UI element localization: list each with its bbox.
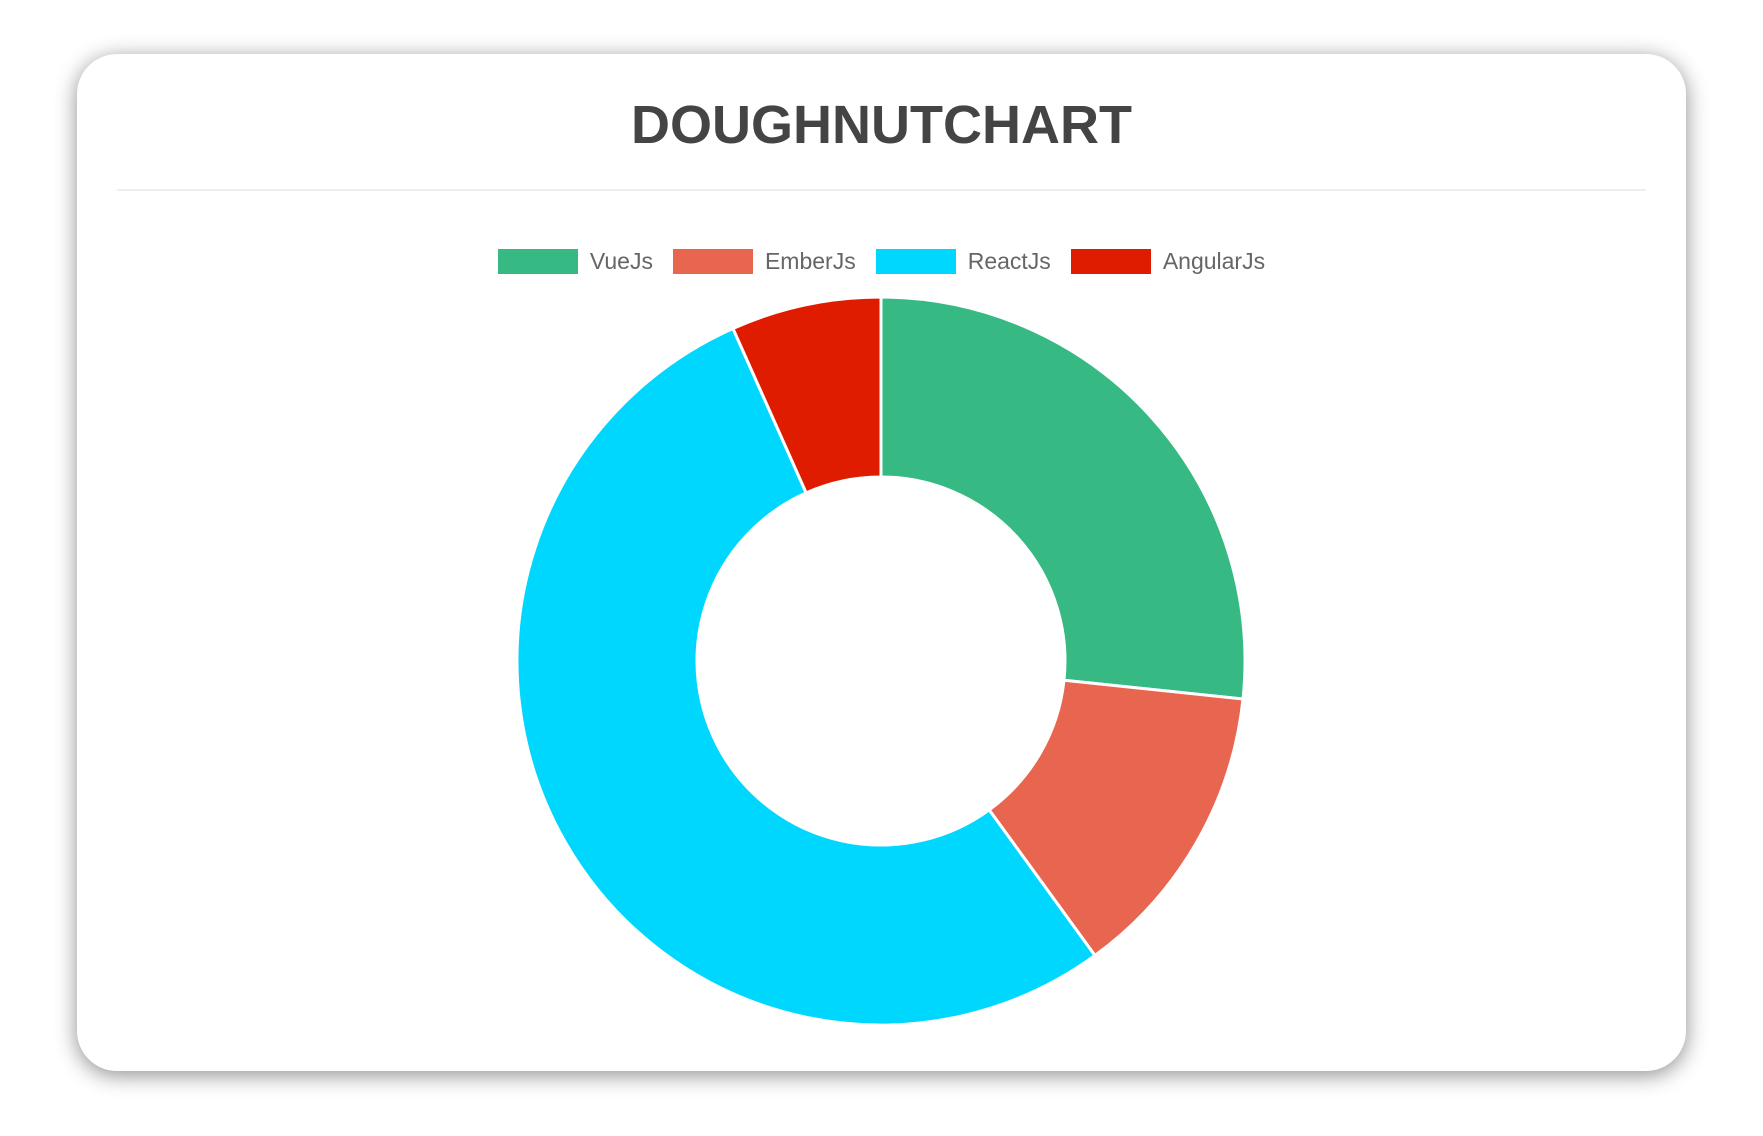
legend-swatch <box>672 249 753 274</box>
legend-label: ReactJs <box>967 248 1051 274</box>
slice-angularjs[interactable] <box>730 295 883 495</box>
legend-swatch <box>497 249 578 274</box>
legend-item-emberjs[interactable]: EmberJs <box>672 248 856 275</box>
slice-reactjs[interactable] <box>515 326 1098 1027</box>
chart-title: DOUGHNUTCHART <box>631 95 1132 155</box>
legend-swatch <box>1070 249 1151 274</box>
legend-item-angularjs[interactable]: AngularJs <box>1070 248 1266 275</box>
legend-label: AngularJs <box>1162 248 1266 274</box>
legend-label: EmberJs <box>764 248 856 274</box>
legend-swatch <box>875 249 956 274</box>
slice-vuejs[interactable] <box>879 295 1247 701</box>
slice-emberjs[interactable] <box>987 678 1245 958</box>
title-divider <box>117 189 1646 191</box>
legend-label: VueJs <box>589 248 653 274</box>
legend-item-reactjs[interactable]: ReactJs <box>875 248 1051 275</box>
legend-item-vuejs[interactable]: VueJs <box>497 248 653 275</box>
legend: VueJs EmberJs ReactJs AngularJs <box>0 248 1763 275</box>
